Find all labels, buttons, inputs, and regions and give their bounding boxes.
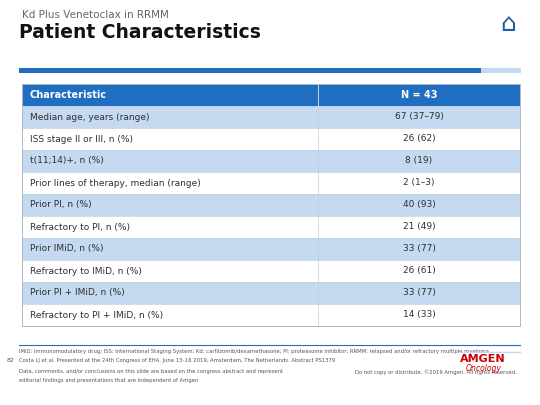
FancyBboxPatch shape <box>22 194 520 216</box>
FancyBboxPatch shape <box>22 216 520 238</box>
FancyBboxPatch shape <box>19 68 481 73</box>
Text: Refractory to IMiD, n (%): Refractory to IMiD, n (%) <box>30 266 142 275</box>
Text: 8 (19): 8 (19) <box>406 156 433 166</box>
Text: 14 (33): 14 (33) <box>403 311 435 320</box>
Text: 26 (61): 26 (61) <box>403 266 435 275</box>
Text: ISS stage II or III, n (%): ISS stage II or III, n (%) <box>30 134 133 143</box>
Text: Refractory to PI + IMiD, n (%): Refractory to PI + IMiD, n (%) <box>30 311 163 320</box>
Text: 40 (93): 40 (93) <box>403 200 435 209</box>
Text: Patient Characteristics: Patient Characteristics <box>19 23 261 42</box>
Text: Data, comments, and/or conclusions on this slide are based on the congress abstr: Data, comments, and/or conclusions on th… <box>19 369 283 374</box>
Text: Refractory to PI, n (%): Refractory to PI, n (%) <box>30 222 130 232</box>
Text: 2 (1–3): 2 (1–3) <box>403 179 435 188</box>
Text: 26 (62): 26 (62) <box>403 134 435 143</box>
Text: Prior lines of therapy, median (range): Prior lines of therapy, median (range) <box>30 179 201 188</box>
Text: Do not copy or distribute. ©2019 Amgen. All rights reserved.: Do not copy or distribute. ©2019 Amgen. … <box>355 369 517 375</box>
Text: N = 43: N = 43 <box>401 90 437 100</box>
Text: editorial findings and presentations that are independent of Amgen: editorial findings and presentations tha… <box>19 378 198 383</box>
Text: Costa LJ et al. Presented at the 24th Congress of EHA, June 13–16 2019, Amsterda: Costa LJ et al. Presented at the 24th Co… <box>19 358 335 363</box>
Text: 82: 82 <box>7 358 15 363</box>
Text: Characteristic: Characteristic <box>30 90 107 100</box>
Text: Kd Plus Venetoclax in RRMM: Kd Plus Venetoclax in RRMM <box>22 10 169 20</box>
Text: Prior IMiD, n (%): Prior IMiD, n (%) <box>30 245 104 254</box>
FancyBboxPatch shape <box>22 172 520 194</box>
Text: Median age, years (range): Median age, years (range) <box>30 113 150 121</box>
FancyBboxPatch shape <box>22 150 520 172</box>
FancyBboxPatch shape <box>22 84 520 106</box>
Text: Prior PI, n (%): Prior PI, n (%) <box>30 200 92 209</box>
FancyBboxPatch shape <box>22 238 520 260</box>
Text: Prior PI + IMiD, n (%): Prior PI + IMiD, n (%) <box>30 288 125 298</box>
Text: 67 (37–79): 67 (37–79) <box>395 113 443 121</box>
FancyBboxPatch shape <box>481 68 521 73</box>
FancyBboxPatch shape <box>22 106 520 128</box>
FancyBboxPatch shape <box>22 304 520 326</box>
Text: 21 (49): 21 (49) <box>403 222 435 232</box>
Text: 33 (77): 33 (77) <box>402 245 435 254</box>
Text: 33 (77): 33 (77) <box>402 288 435 298</box>
Text: IMiD: immunomodulatory drug; ISS: International Staging System; Kd: carfilzomib/: IMiD: immunomodulatory drug; ISS: Intern… <box>19 349 489 354</box>
Text: ⌂: ⌂ <box>500 12 516 36</box>
FancyBboxPatch shape <box>22 282 520 304</box>
FancyBboxPatch shape <box>22 128 520 150</box>
Text: t(11;14)+, n (%): t(11;14)+, n (%) <box>30 156 104 166</box>
Text: Oncology: Oncology <box>466 364 502 373</box>
Text: AMGEN: AMGEN <box>460 354 505 364</box>
FancyBboxPatch shape <box>22 260 520 282</box>
